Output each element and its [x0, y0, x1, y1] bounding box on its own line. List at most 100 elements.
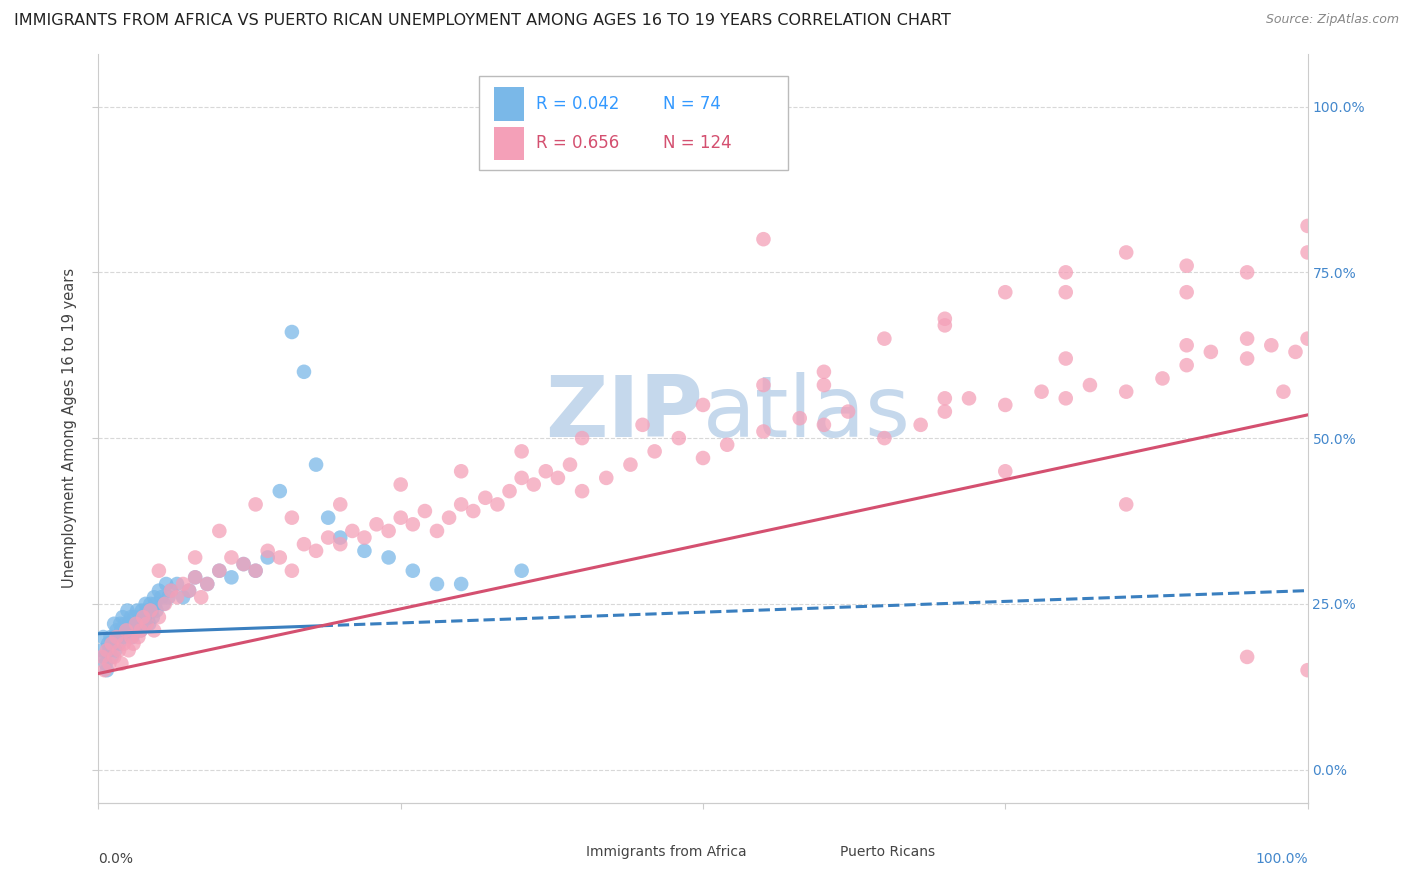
Point	[172, 577, 194, 591]
Point	[329, 537, 352, 551]
Point	[692, 398, 714, 412]
Point	[269, 484, 291, 499]
Point	[316, 510, 339, 524]
Point	[127, 616, 149, 631]
Point	[127, 603, 149, 617]
Point	[232, 557, 254, 571]
Point	[148, 583, 170, 598]
Point	[292, 365, 315, 379]
Point	[994, 285, 1017, 300]
Text: N = 74: N = 74	[664, 95, 721, 113]
Point	[105, 630, 128, 644]
Point	[1296, 219, 1319, 233]
Point	[1031, 384, 1053, 399]
Point	[571, 484, 593, 499]
Point	[107, 630, 129, 644]
Point	[93, 663, 115, 677]
Point	[105, 624, 128, 638]
Point	[402, 564, 425, 578]
Point	[486, 497, 509, 511]
Point	[281, 325, 304, 339]
Point	[208, 524, 231, 538]
Point	[114, 616, 136, 631]
Point	[813, 365, 835, 379]
Point	[256, 550, 278, 565]
FancyBboxPatch shape	[494, 127, 524, 161]
Point	[558, 458, 581, 472]
Point	[934, 318, 956, 333]
Point	[1296, 332, 1319, 346]
Point	[100, 637, 122, 651]
Point	[101, 637, 124, 651]
Text: R = 0.042: R = 0.042	[536, 95, 620, 113]
Point	[153, 597, 176, 611]
FancyBboxPatch shape	[479, 76, 787, 169]
Point	[510, 564, 533, 578]
Point	[143, 624, 166, 638]
Point	[716, 438, 738, 452]
Point	[179, 583, 201, 598]
Point	[1175, 358, 1198, 372]
Point	[873, 332, 896, 346]
Point	[132, 610, 155, 624]
Point	[184, 570, 207, 584]
Point	[329, 497, 352, 511]
Point	[523, 477, 546, 491]
Point	[128, 610, 150, 624]
Point	[184, 550, 207, 565]
Point	[994, 464, 1017, 478]
Point	[208, 564, 231, 578]
Point	[547, 471, 569, 485]
Point	[571, 431, 593, 445]
Point	[157, 591, 180, 605]
Point	[305, 458, 328, 472]
Point	[245, 497, 267, 511]
Point	[124, 610, 146, 624]
Point	[1199, 345, 1222, 359]
Point	[221, 570, 243, 584]
Point	[1054, 351, 1077, 366]
Point	[115, 624, 138, 638]
Point	[752, 425, 775, 439]
Point	[221, 550, 243, 565]
Point	[1236, 351, 1258, 366]
Point	[112, 637, 135, 651]
Point	[118, 624, 141, 638]
Point	[103, 649, 125, 664]
Point	[389, 477, 412, 491]
Point	[184, 570, 207, 584]
Text: Immigrants from Africa: Immigrants from Africa	[586, 845, 747, 858]
Text: ZIP: ZIP	[546, 372, 703, 455]
Point	[813, 417, 835, 432]
Point	[125, 616, 148, 631]
Point	[692, 450, 714, 465]
Point	[208, 564, 231, 578]
Point	[134, 616, 156, 631]
FancyBboxPatch shape	[546, 844, 579, 861]
Point	[934, 392, 956, 406]
Point	[389, 510, 412, 524]
Point	[195, 577, 218, 591]
Point	[148, 610, 170, 624]
Point	[120, 610, 142, 624]
Point	[292, 537, 315, 551]
Point	[118, 643, 141, 657]
Point	[108, 616, 131, 631]
Point	[122, 616, 145, 631]
Text: IMMIGRANTS FROM AFRICA VS PUERTO RICAN UNEMPLOYMENT AMONG AGES 16 TO 19 YEARS CO: IMMIGRANTS FROM AFRICA VS PUERTO RICAN U…	[14, 13, 950, 29]
Point	[366, 517, 388, 532]
Point	[121, 630, 143, 644]
Point	[111, 610, 134, 624]
Point	[1260, 338, 1282, 352]
Point	[96, 643, 118, 657]
FancyBboxPatch shape	[800, 844, 834, 861]
Point	[342, 524, 364, 538]
Text: N = 124: N = 124	[664, 135, 731, 153]
Point	[377, 524, 399, 538]
Point	[450, 464, 472, 478]
Point	[1296, 663, 1319, 677]
Point	[813, 378, 835, 392]
Point	[179, 583, 201, 598]
Point	[143, 591, 166, 605]
Point	[256, 544, 278, 558]
